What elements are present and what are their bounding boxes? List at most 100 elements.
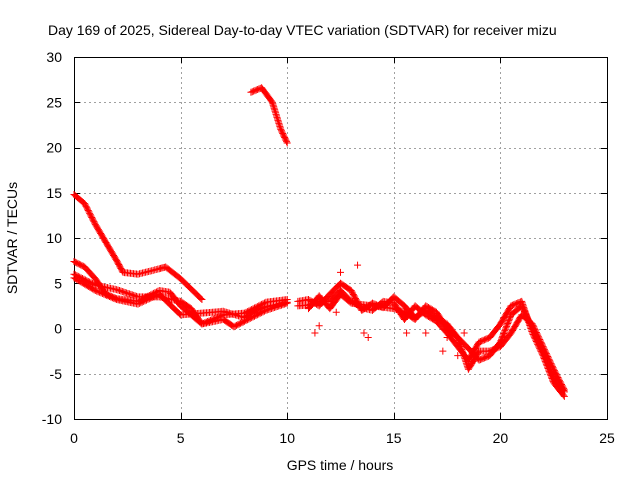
data-point bbox=[137, 299, 145, 307]
outlier-point bbox=[471, 356, 479, 364]
data-point bbox=[150, 293, 158, 301]
data-point bbox=[110, 294, 118, 302]
data-point bbox=[548, 375, 556, 383]
y-tick-label: 10 bbox=[46, 230, 62, 246]
data-point bbox=[141, 297, 149, 305]
data-point bbox=[461, 355, 469, 363]
data-point bbox=[458, 346, 466, 354]
data-point bbox=[103, 291, 111, 299]
data-point bbox=[542, 359, 550, 367]
data-point bbox=[521, 306, 529, 314]
data-point bbox=[521, 308, 529, 316]
data-point bbox=[560, 385, 568, 393]
data-point bbox=[461, 356, 469, 364]
data-point bbox=[96, 288, 104, 296]
data-point bbox=[559, 391, 567, 399]
data-point bbox=[94, 288, 102, 296]
data-point bbox=[151, 292, 159, 300]
data-point bbox=[541, 357, 549, 365]
data-point bbox=[253, 311, 261, 319]
data-point bbox=[502, 324, 510, 332]
data-point bbox=[544, 365, 552, 373]
outlier-point bbox=[403, 329, 411, 337]
data-point bbox=[101, 291, 109, 299]
data-point bbox=[283, 138, 291, 146]
data-point bbox=[107, 293, 115, 301]
y-tick-label: 25 bbox=[46, 94, 62, 110]
outlier-point bbox=[443, 334, 451, 342]
data-point bbox=[91, 286, 99, 294]
data-point bbox=[543, 362, 551, 370]
series-outliers bbox=[311, 261, 509, 364]
data-point bbox=[560, 386, 568, 394]
data-point bbox=[504, 319, 512, 327]
y-axis-label: SDTVAR / TECUs bbox=[4, 182, 20, 294]
data-point bbox=[252, 311, 260, 319]
data-point bbox=[457, 343, 465, 351]
x-axis-label: GPS time / hours bbox=[287, 457, 394, 473]
data-point bbox=[100, 290, 108, 298]
x-tick-label: 15 bbox=[386, 430, 402, 446]
data-point bbox=[104, 292, 112, 300]
data-point bbox=[454, 334, 462, 342]
data-point bbox=[145, 295, 153, 303]
data-point bbox=[462, 358, 470, 366]
data-point bbox=[457, 344, 465, 352]
y-tick-label: -10 bbox=[42, 411, 62, 427]
outlier-point bbox=[337, 268, 344, 276]
data-point bbox=[283, 139, 291, 147]
outlier-point bbox=[354, 261, 362, 269]
x-tick-label: 10 bbox=[279, 430, 295, 446]
data-point bbox=[501, 325, 509, 333]
data-point bbox=[106, 293, 114, 301]
data-point bbox=[93, 287, 101, 295]
data-point bbox=[503, 322, 511, 330]
data-point bbox=[504, 318, 512, 326]
y-tick-label: 30 bbox=[46, 49, 62, 65]
data-point bbox=[520, 303, 528, 311]
y-axis-ticks: -10 -5 0 5 10 15 20 25 30 bbox=[42, 49, 607, 427]
data-point bbox=[560, 392, 568, 400]
data-point bbox=[108, 294, 116, 302]
data-point bbox=[459, 349, 467, 357]
outlier-point bbox=[460, 329, 468, 337]
series-track-a bbox=[70, 191, 206, 304]
x-tick-label: 25 bbox=[599, 430, 615, 446]
series-track-d bbox=[70, 274, 291, 322]
data-point bbox=[456, 340, 464, 348]
data-point bbox=[519, 302, 527, 310]
data-point bbox=[135, 299, 143, 307]
grid-lines bbox=[74, 57, 607, 419]
data-point bbox=[147, 294, 155, 302]
data-point bbox=[198, 296, 206, 304]
chart-title: Day 169 of 2025, Sidereal Day-to-day VTE… bbox=[48, 22, 557, 38]
data-point bbox=[197, 294, 205, 302]
data-point bbox=[462, 359, 470, 367]
y-tick-label: 20 bbox=[46, 140, 62, 156]
data-point bbox=[549, 376, 557, 384]
y-tick-label: 5 bbox=[54, 275, 62, 291]
data-point bbox=[140, 297, 148, 305]
data-point bbox=[544, 363, 552, 371]
data-point bbox=[542, 360, 550, 368]
data-point bbox=[111, 295, 119, 303]
data-point bbox=[456, 341, 464, 349]
data-point bbox=[134, 300, 142, 308]
data-point bbox=[455, 338, 463, 346]
data-point bbox=[546, 370, 554, 378]
data-points bbox=[70, 84, 568, 400]
data-point bbox=[138, 298, 146, 306]
x-tick-label: 5 bbox=[177, 430, 185, 446]
data-point bbox=[459, 350, 467, 358]
outlier-point bbox=[422, 329, 430, 337]
data-point bbox=[144, 295, 152, 303]
data-point bbox=[148, 293, 156, 301]
data-point bbox=[547, 373, 555, 381]
data-point bbox=[501, 327, 509, 335]
outlier-point bbox=[364, 334, 372, 342]
series-track-e bbox=[247, 84, 291, 147]
data-point bbox=[518, 297, 526, 305]
data-point bbox=[283, 298, 291, 306]
y-tick-label: 15 bbox=[46, 185, 62, 201]
